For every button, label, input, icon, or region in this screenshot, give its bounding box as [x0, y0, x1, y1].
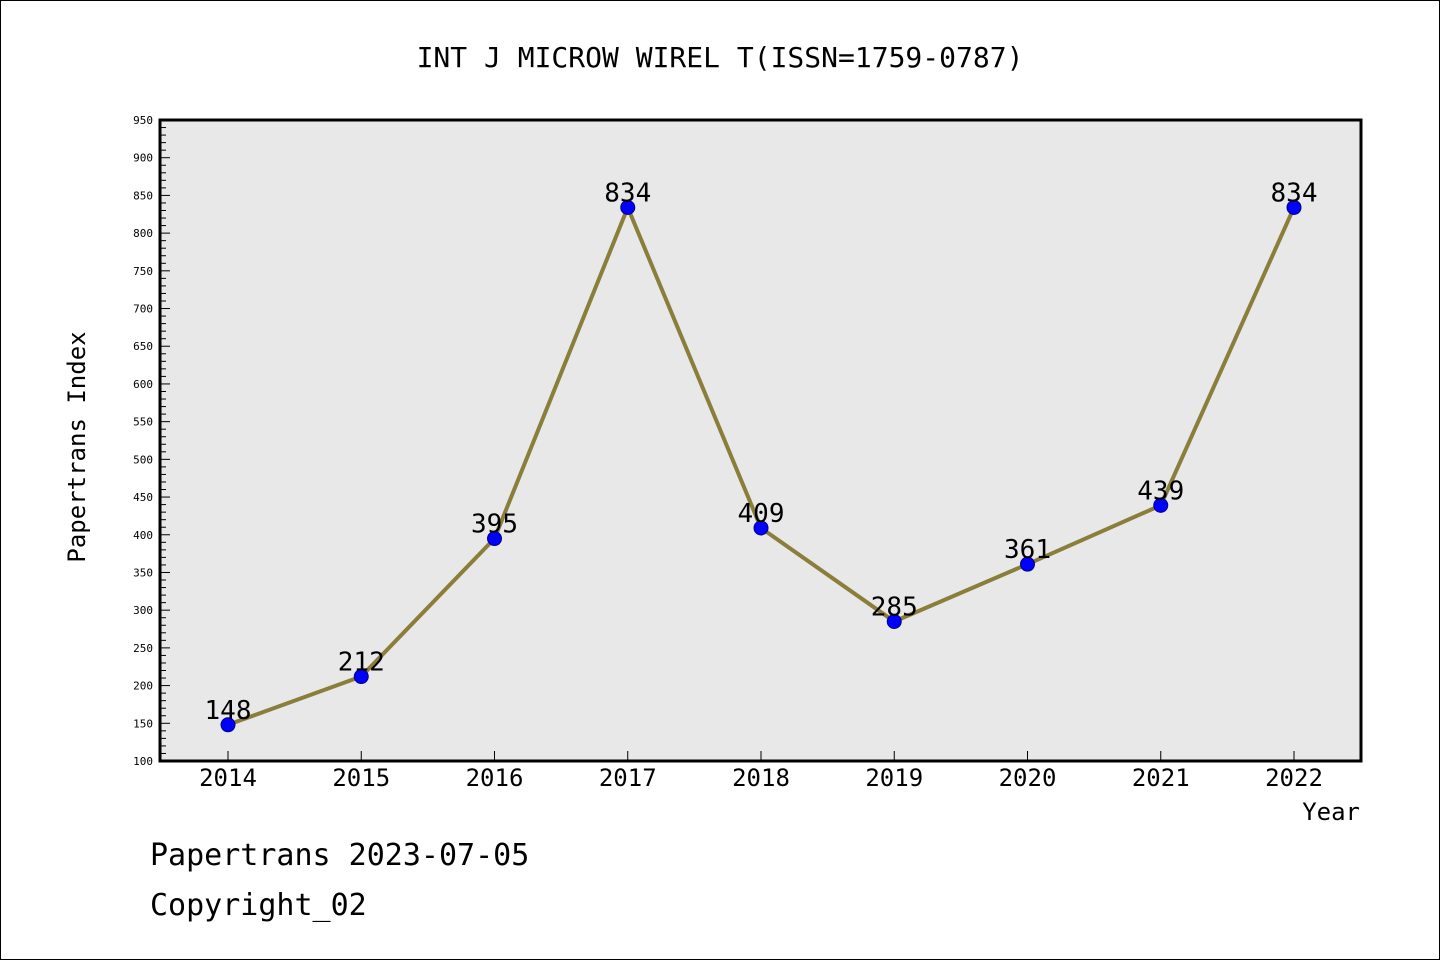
- x-axis: 2014 2015 2016 2017 2018 2019 2020 2021 2022: [199, 751, 1323, 792]
- y-axis-title: Papertrans Index: [63, 331, 91, 562]
- y-tick-label: 700: [133, 303, 153, 316]
- series-layer: 148 212 395 834 409 285 361 439 834: [205, 178, 1318, 733]
- data-point: [487, 531, 502, 547]
- data-point: [1020, 556, 1035, 572]
- x-axis-title: Year: [1302, 798, 1360, 826]
- y-tick-label: 100: [133, 755, 153, 768]
- y-tick-label: 850: [133, 189, 153, 202]
- data-point: [1286, 199, 1302, 215]
- x-tick-label: 2021: [1132, 764, 1190, 792]
- data-label: 834: [1271, 178, 1318, 208]
- x-tick-label: 2017: [599, 764, 657, 792]
- data-point: [753, 520, 769, 536]
- y-tick-label: 650: [133, 340, 153, 353]
- x-tick-label: 2016: [466, 764, 524, 792]
- y-tick-label: 200: [133, 680, 153, 693]
- data-label: 834: [604, 178, 651, 208]
- x-tick-label: 2015: [332, 764, 390, 792]
- data-label: 212: [338, 648, 385, 678]
- plot-area: [158, 118, 1363, 763]
- y-tick-label: 600: [133, 378, 153, 391]
- data-point: [1153, 497, 1169, 513]
- y-tick-label: 150: [133, 717, 153, 730]
- y-tick-label: 250: [133, 642, 153, 655]
- data-point: [886, 613, 902, 629]
- y-tick-label: 900: [133, 152, 153, 165]
- y-tick-label: 950: [133, 114, 153, 127]
- data-point: [220, 717, 236, 733]
- y-tick-label: 750: [133, 265, 153, 278]
- x-tick-label: 2022: [1265, 764, 1323, 792]
- data-point: [353, 669, 369, 685]
- y-tick-label: 300: [133, 604, 153, 617]
- y-tick-label: 800: [133, 227, 153, 240]
- y-tick-label: 350: [133, 566, 153, 579]
- y-tick-label: 450: [133, 491, 153, 504]
- data-label: 148: [205, 696, 252, 726]
- data-label: 409: [738, 499, 785, 529]
- y-tick-label: 400: [133, 529, 153, 542]
- chart-title: INT J MICROW WIREL T(ISSN=1759-0787): [417, 41, 1024, 74]
- data-point: [620, 199, 636, 215]
- x-tick-label: 2019: [865, 764, 923, 792]
- data-label: 285: [871, 592, 918, 622]
- y-tick-label: 500: [133, 453, 153, 466]
- y-tick-label: 550: [133, 416, 153, 429]
- x-tick-label: 2018: [732, 764, 790, 792]
- data-label: 439: [1137, 476, 1184, 506]
- data-label: 361: [1004, 535, 1051, 565]
- data-label: 395: [471, 510, 518, 540]
- y-axis: 100 150 200 250 300 350 400 450 500 550 600 650 700 7…: [133, 114, 170, 768]
- footer-date: Papertrans 2023-07-05: [150, 838, 529, 873]
- x-tick-label: 2020: [999, 764, 1057, 792]
- x-tick-label: 2014: [199, 764, 257, 792]
- footer-copyright: Copyright_02: [150, 888, 367, 923]
